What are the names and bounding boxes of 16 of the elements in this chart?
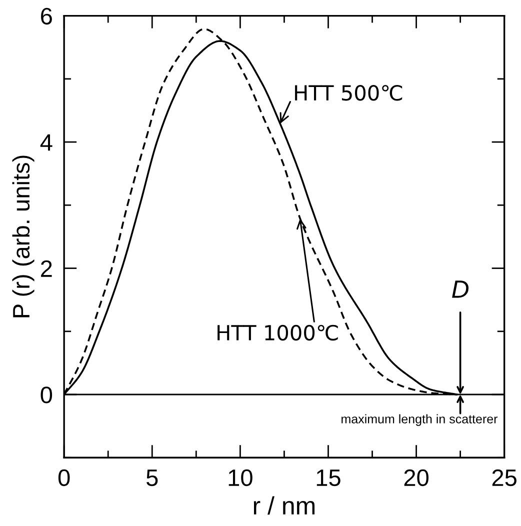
y-axis-title: P (r) (arb. units) — [12, 156, 34, 318]
x-tick-label: 0 — [58, 469, 70, 486]
x-tick-label: 20 — [404, 469, 428, 486]
y-tick-label: 6 — [41, 8, 52, 25]
annotation: D — [452, 280, 469, 298]
x-tick-label: 15 — [316, 470, 340, 486]
y-tick-label: 0 — [40, 386, 52, 404]
x-axis-title: r / nm — [254, 496, 315, 515]
x-tick-label: 25 — [492, 469, 516, 486]
y-tick-label: 4 — [40, 134, 52, 151]
series-label: HTT 500℃ — [295, 84, 402, 101]
series-label: HTT 1000℃ — [218, 324, 338, 341]
annotation: maximum length in scatterer — [342, 414, 498, 426]
x-tick-label: 10 — [228, 469, 252, 486]
x-tick-label: 5 — [146, 470, 158, 486]
y-tick-label: 2 — [41, 260, 52, 277]
